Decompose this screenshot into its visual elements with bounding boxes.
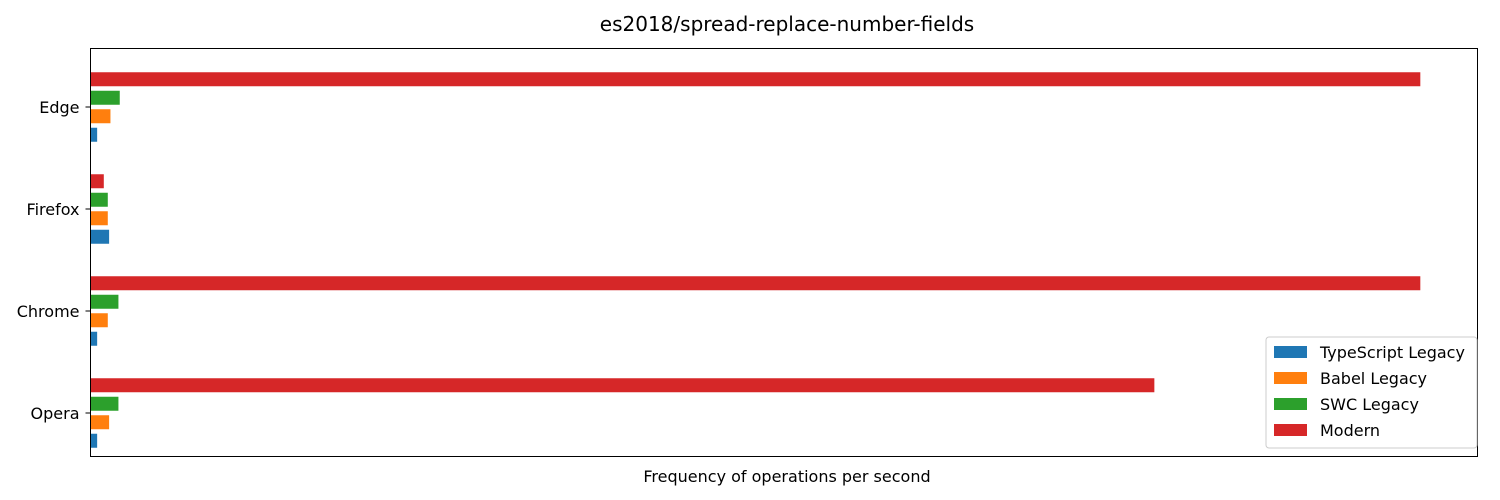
y-tick-label-chrome: Chrome [17,302,80,321]
bar-opera-babel-legacy [90,415,110,430]
legend-swatch-babel-legacy [1274,372,1307,384]
bar-chrome-modern [90,276,1421,291]
plot-frame [90,48,1478,457]
bar-opera-typescript-legacy [90,433,98,448]
y-tick-label-edge: Edge [39,98,79,117]
legend-swatch-typescript-legacy [1274,346,1307,358]
legend-label-babel-legacy: Babel Legacy [1320,369,1427,388]
bar-firefox-modern [90,174,104,189]
bar-edge-modern [90,72,1421,87]
legend-swatch-modern [1274,424,1307,436]
bars-group [90,72,1421,448]
y-axis: Edge Firefox Chrome Opera [17,98,91,423]
x-axis-label: Frequency of operations per second [643,467,930,486]
legend-box [1265,336,1478,449]
legend-swatch-swc-legacy [1274,398,1307,410]
y-tick-label-opera: Opera [31,404,80,423]
bar-opera-modern [90,378,1155,393]
bar-edge-swc-legacy [90,90,120,105]
bar-chrome-swc-legacy [90,294,119,309]
y-tick-label-firefox: Firefox [27,200,80,219]
legend-label-swc-legacy: SWC Legacy [1320,395,1419,414]
bar-firefox-swc-legacy [90,192,108,207]
bar-chrome-typescript-legacy [90,331,98,346]
bar-edge-typescript-legacy [90,127,98,142]
bar-opera-swc-legacy [90,396,119,411]
bar-firefox-typescript-legacy [90,229,110,244]
chart-title: es2018/spread-replace-number-fields [600,12,974,36]
legend-label-modern: Modern [1320,421,1380,440]
bar-edge-babel-legacy [90,109,111,124]
legend: TypeScript Legacy Babel Legacy SWC Legacy M… [1265,336,1478,449]
legend-label-typescript-legacy: TypeScript Legacy [1319,343,1465,362]
bar-chrome-babel-legacy [90,313,108,328]
bar-firefox-babel-legacy [90,211,108,226]
